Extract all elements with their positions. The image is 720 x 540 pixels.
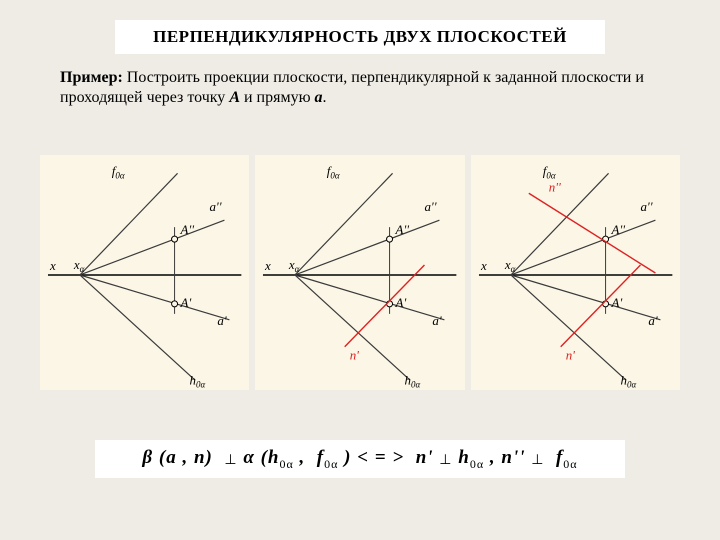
title-box: ПЕРПЕНДИКУЛЯРНОСТЬ ДВУХ ПЛОСКОСТЕЙ — [115, 20, 605, 54]
svg-text:A': A' — [610, 295, 622, 310]
example-text: Пример: Построить проекции плоскости, пе… — [60, 68, 660, 108]
diagram-svg-1: x xα f0α a'' A'' A' a' h0α — [40, 155, 249, 390]
page-title: ПЕРПЕНДИКУЛЯРНОСТЬ ДВУХ ПЛОСКОСТЕЙ — [153, 27, 567, 47]
example-label: Пример: — [60, 69, 123, 86]
svg-text:xα: xα — [288, 257, 300, 274]
svg-text:n'': n'' — [548, 179, 560, 194]
svg-text:xα: xα — [504, 257, 516, 274]
svg-text:h0α: h0α — [405, 373, 421, 390]
diagram-panel-1: x xα f0α a'' A'' A' a' h0α — [40, 155, 249, 390]
svg-text:A': A' — [395, 295, 407, 310]
svg-text:A'': A'' — [180, 222, 195, 237]
svg-text:a': a' — [217, 313, 226, 328]
example-body-1: Построить проекции плоскости, перпендику… — [60, 69, 644, 106]
svg-text:x: x — [480, 258, 487, 273]
svg-text:h0α: h0α — [620, 373, 636, 390]
example-line-a: а — [315, 89, 323, 106]
svg-text:xα: xα — [73, 257, 85, 274]
svg-text:a'': a'' — [209, 199, 221, 214]
svg-text:n': n' — [565, 348, 574, 363]
svg-text:A'': A'' — [395, 222, 410, 237]
diagram-panel-3: x xα f0α a'' A'' A' a' h0α n' n'' — [471, 155, 680, 390]
svg-text:h0α: h0α — [190, 373, 206, 390]
diagram-svg-3: x xα f0α a'' A'' A' a' h0α n' n'' — [471, 155, 680, 390]
svg-text:f0α: f0α — [112, 163, 125, 180]
formula-text: β (a , n) ⊥ α (h0α , f0α ) < = > n' ⊥ h0… — [142, 447, 577, 472]
example-body-2: и прямую — [240, 89, 315, 106]
diagram-row: x xα f0α a'' A'' A' a' h0α x xα f0α a'' A'' A' a' h0α n… — [40, 155, 680, 390]
svg-text:A': A' — [180, 295, 192, 310]
svg-text:A'': A'' — [610, 222, 625, 237]
svg-text:a'': a'' — [425, 199, 437, 214]
svg-text:n': n' — [350, 348, 359, 363]
example-body-3: . — [323, 89, 327, 106]
svg-text:x: x — [49, 258, 56, 273]
svg-text:x: x — [264, 258, 271, 273]
diagram-panel-2: x xα f0α a'' A'' A' a' h0α n' — [255, 155, 464, 390]
svg-text:f0α: f0α — [542, 163, 555, 180]
svg-text:a': a' — [648, 313, 657, 328]
formula-box: β (a , n) ⊥ α (h0α , f0α ) < = > n' ⊥ h0… — [95, 440, 625, 478]
svg-text:a': a' — [433, 313, 442, 328]
svg-text:f0α: f0α — [327, 163, 340, 180]
example-point-A: А — [229, 89, 240, 106]
svg-text:a'': a'' — [640, 199, 652, 214]
diagram-svg-2: x xα f0α a'' A'' A' a' h0α n' — [255, 155, 464, 390]
